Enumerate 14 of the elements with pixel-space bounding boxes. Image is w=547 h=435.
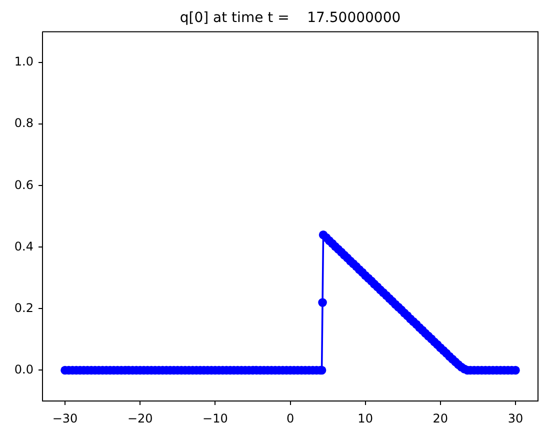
y-tick-label: 0.2 bbox=[14, 300, 34, 315]
y-tick-label: 0.8 bbox=[14, 116, 34, 130]
x-tick-label: −10 bbox=[202, 411, 228, 426]
x-tick-label: 20 bbox=[432, 411, 448, 426]
y-tick-label: 0.6 bbox=[14, 178, 34, 192]
y-tick-label: 0.0 bbox=[14, 362, 34, 376]
x-tick-label: 30 bbox=[508, 411, 524, 426]
x-tick-label: 0 bbox=[286, 411, 294, 426]
chart-title: q[0] at time t = 17.50000000 bbox=[180, 10, 401, 26]
x-tick-label: −20 bbox=[127, 411, 153, 426]
x-tick-label: −30 bbox=[52, 411, 78, 426]
y-tick-label: 1.0 bbox=[14, 54, 34, 69]
x-tick-label: 10 bbox=[358, 411, 373, 426]
y-tick-label: 0.4 bbox=[14, 239, 34, 254]
